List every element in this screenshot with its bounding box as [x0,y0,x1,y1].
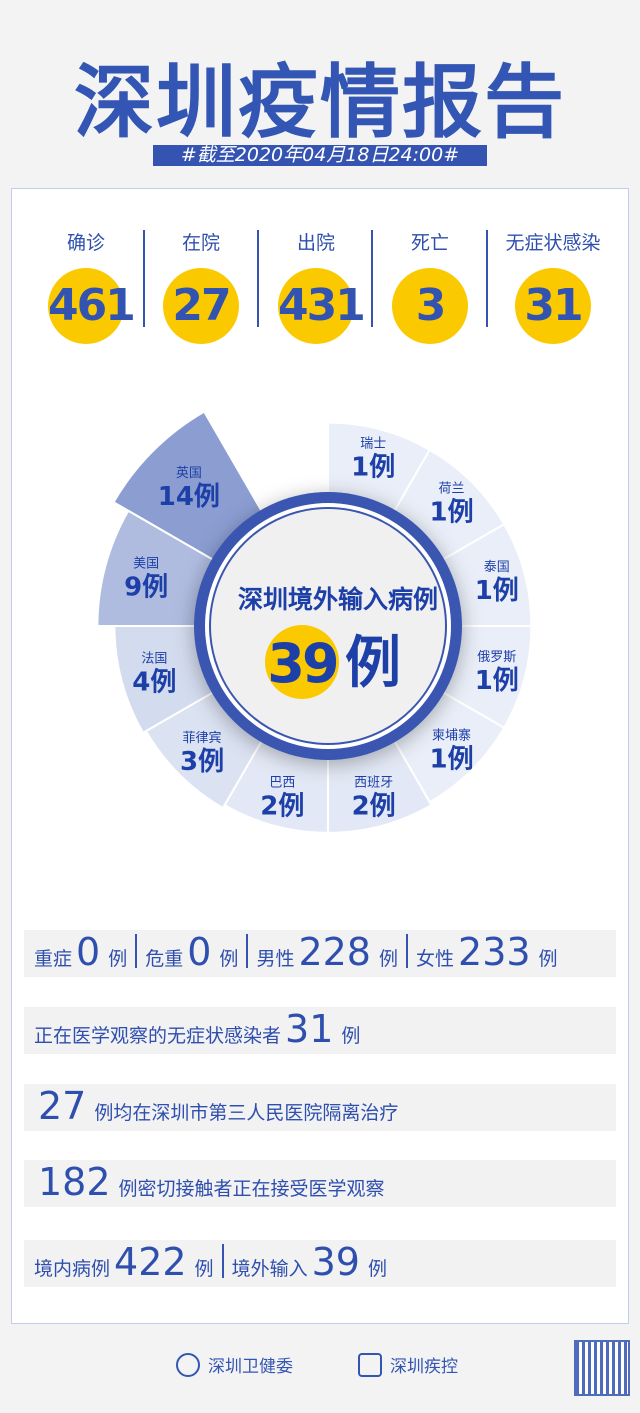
divider [406,933,408,968]
country-count: 1例 [429,497,473,527]
center-title: 深圳境外输入病例 [238,585,438,614]
country-name: 法国 [141,652,167,667]
unit: 例 [341,1025,361,1047]
label-severe: 重症 [34,948,73,970]
country-name: 泰国 [484,560,510,575]
country-name: 菲律宾 [183,730,222,746]
country-count: 9例 [124,572,168,602]
stat-label: 无症状感染 [505,232,601,254]
value-male: 228 [298,930,371,974]
country-name: 柬埔寨 [432,728,471,744]
country-count: 3例 [180,747,224,777]
row-asymptomatic-observation: 正在医学观察的无症状感染者 31 例 [24,1007,616,1054]
divider [246,933,249,968]
divider [135,933,138,968]
cdc-logo-icon [358,1352,382,1377]
row-severity-gender: 重症 0 例 危重 0 例 男性 228 例 女性 233 例 [24,930,616,977]
value-critical: 0 [187,930,212,974]
stat-label: 死亡 [410,232,449,254]
value-domestic: 422 [114,1240,187,1284]
value-female: 233 [458,930,531,974]
country-count: 1例 [351,452,395,482]
label-domestic: 境内病例 [34,1258,111,1280]
label-male: 男性 [256,948,295,970]
stat-asymptomatic: 无症状感染 31 [490,228,616,344]
unit: 例 [367,1258,387,1280]
unit: 例 [108,948,128,970]
qr-code-icon [574,1340,630,1396]
country-name: 荷兰 [439,481,465,496]
country-name: 俄罗斯 [477,650,516,665]
country-name: 西班牙 [354,775,393,790]
country-count: 1例 [429,745,473,775]
value-severe: 0 [76,930,101,974]
stat-hospitalized: 在院 27 [144,228,258,344]
value: 182 [38,1160,111,1204]
divider [486,230,488,327]
country-name: 美国 [133,556,159,571]
country-count: 2例 [260,791,304,821]
footer-org1: 深圳卫健委 [176,1352,293,1377]
imported-cases-radial-chart: 瑞士1例荷兰1例泰国1例俄罗斯1例柬埔寨1例西班牙2例巴西2例菲律宾3例法国4例… [96,410,533,834]
label-critical: 危重 [145,948,184,970]
divider [371,230,373,327]
country-count: 2例 [352,791,396,821]
row-hospital: 27 例均在深圳市第三人民医院隔离治疗 [24,1084,616,1131]
divider [257,230,259,327]
row-close-contacts: 182 例密切接触者正在接受医学观察 [24,1160,616,1207]
stat-label: 出院 [296,232,335,254]
center-unit: 例 [345,631,401,696]
org2-name: 深圳疾控 [390,1357,458,1377]
stat-value: 27 [163,268,239,344]
text: 例均在深圳市第三人民医院隔离治疗 [94,1102,399,1124]
date-banner: #截至2020年04月18日24:00# [153,145,487,166]
stat-value: 31 [515,268,591,344]
stat-value: 461 [48,268,136,344]
health-commission-logo-icon [176,1352,200,1377]
country-name: 瑞士 [360,436,386,451]
value-imported: 39 [311,1240,360,1284]
unit: 例 [538,948,558,970]
country-count: 14例 [158,482,220,512]
label-imported: 境外输入 [231,1258,308,1280]
label: 正在医学观察的无症状感染者 [34,1025,282,1047]
text: 例密切接触者正在接受医学观察 [118,1178,385,1200]
value: 27 [38,1084,87,1128]
divider [143,230,145,327]
country-name: 巴西 [269,775,295,790]
total-circle [265,625,339,699]
unit: 例 [194,1258,214,1280]
stat-deaths: 死亡 3 [373,228,487,344]
country-count: 1例 [475,576,519,606]
stat-discharged: 出院 431 [259,228,373,344]
page-title: 深圳疫情报告 [74,56,566,149]
footer-org2: 深圳疾控 [358,1352,458,1377]
divider [221,1243,224,1278]
country-count: 4例 [132,668,176,698]
stat-confirmed: 确诊 461 [29,228,143,344]
country-count: 1例 [475,666,519,696]
stat-label: 在院 [181,232,220,254]
label-female: 女性 [416,948,455,970]
stat-value: 431 [278,268,366,344]
row-domestic-imported: 境内病例 422 例 境外输入 39 例 [24,1240,616,1287]
stat-value: 3 [392,268,468,344]
unit: 例 [378,948,398,970]
value: 31 [285,1007,334,1051]
country-name: 英国 [176,466,202,481]
stat-label: 确诊 [66,232,105,254]
center-total: 39 [267,632,337,695]
org1-name: 深圳卫健委 [208,1357,293,1377]
center-face [209,507,447,745]
unit: 例 [219,948,239,970]
